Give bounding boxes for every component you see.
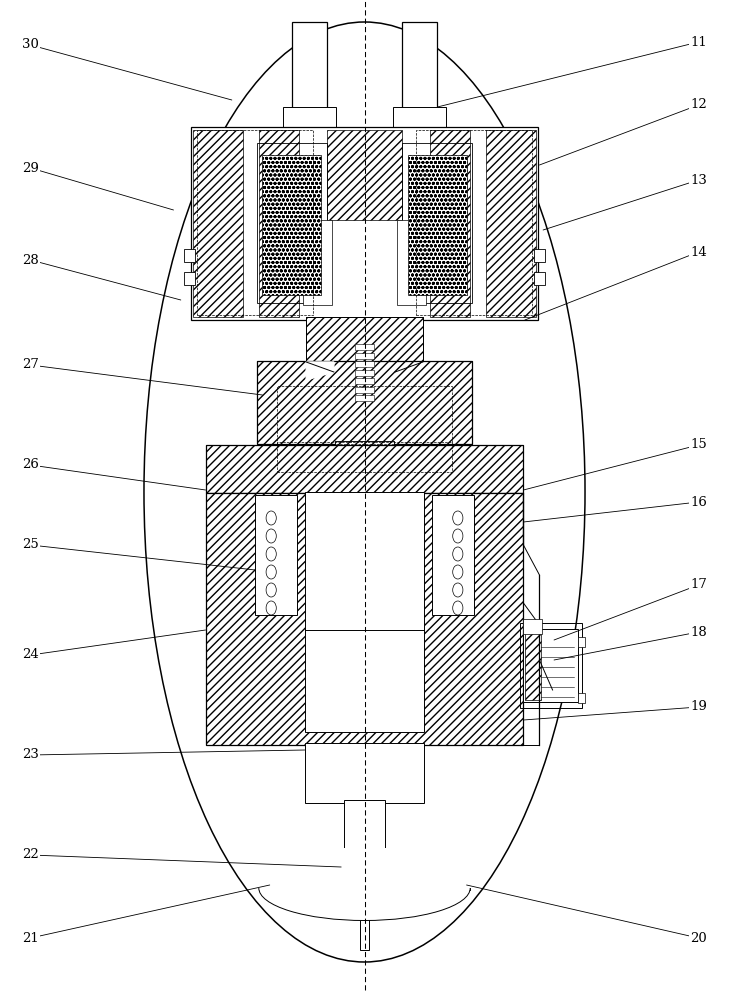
Bar [191,127,538,320]
Bar [523,629,578,702]
Circle shape [266,583,276,597]
Bar [262,155,321,295]
Text: 15: 15 [690,438,706,452]
Bar [255,495,297,615]
Text: 21: 21 [23,932,39,944]
Bar [355,369,374,375]
Text: 19: 19 [690,700,707,714]
Text: 27: 27 [22,359,39,371]
Bar [393,107,446,127]
Bar [397,220,426,305]
Circle shape [453,547,463,561]
Circle shape [266,511,276,525]
Bar [292,22,327,110]
Bar [356,867,373,897]
Bar [366,386,388,404]
Bar [430,130,470,317]
Bar [534,272,545,285]
Bar [416,130,532,315]
Bar [353,893,376,905]
Text: 12: 12 [690,99,706,111]
Text: 14: 14 [690,245,706,258]
Bar [335,441,394,457]
Bar [306,317,423,362]
Bar [305,492,424,732]
Bar [277,442,452,472]
Bar [255,848,474,888]
Text: 13: 13 [690,174,707,186]
Bar [184,249,195,262]
Bar [206,493,523,745]
Text: 11: 11 [690,35,706,48]
Bar [184,272,195,285]
Bar [355,395,374,401]
Bar [344,800,385,857]
Bar [303,220,332,305]
Text: 18: 18 [690,626,706,639]
Bar [432,495,474,615]
Text: 16: 16 [690,495,707,508]
Bar [206,445,523,493]
Bar [366,386,388,404]
Bar [330,362,399,390]
Bar [486,130,536,317]
Text: 24: 24 [23,648,39,662]
Circle shape [453,583,463,597]
Bar [327,130,402,220]
Bar [402,22,437,110]
Bar [259,877,470,890]
Text: 30: 30 [22,38,39,51]
Bar [193,130,243,317]
Bar [360,902,369,950]
Bar [305,743,424,803]
Bar [197,130,313,315]
Bar [206,493,523,745]
Bar [332,855,397,870]
Bar [408,155,467,295]
Bar [402,143,472,303]
Text: 28: 28 [23,253,39,266]
Text: 23: 23 [22,748,39,762]
Bar [341,386,363,404]
Bar [578,693,585,703]
Bar [525,631,541,700]
Bar [578,637,585,647]
Circle shape [453,565,463,579]
Bar [206,445,523,493]
Text: 25: 25 [23,538,39,552]
Circle shape [453,601,463,615]
Text: 20: 20 [690,932,706,944]
Circle shape [266,565,276,579]
Bar [335,441,394,457]
Bar [341,386,363,404]
Bar [257,361,472,444]
Bar [355,378,374,384]
Circle shape [453,511,463,525]
Bar [259,130,299,317]
Bar [257,361,472,444]
Bar [520,623,582,708]
Polygon shape [306,362,334,380]
Bar [355,353,374,359]
Bar [277,386,452,444]
Text: 29: 29 [22,161,39,174]
Text: 26: 26 [22,458,39,472]
Bar [523,619,542,634]
Bar [306,317,423,362]
Bar [283,107,336,127]
Bar [257,143,327,303]
Circle shape [266,601,276,615]
Bar [330,362,399,390]
Bar [355,387,374,393]
Ellipse shape [259,856,470,920]
Circle shape [266,529,276,543]
Text: 17: 17 [690,578,707,591]
Circle shape [453,529,463,543]
Bar [355,344,374,350]
Bar [355,361,374,367]
Bar [534,249,545,262]
Text: 22: 22 [23,848,39,861]
Circle shape [266,547,276,561]
